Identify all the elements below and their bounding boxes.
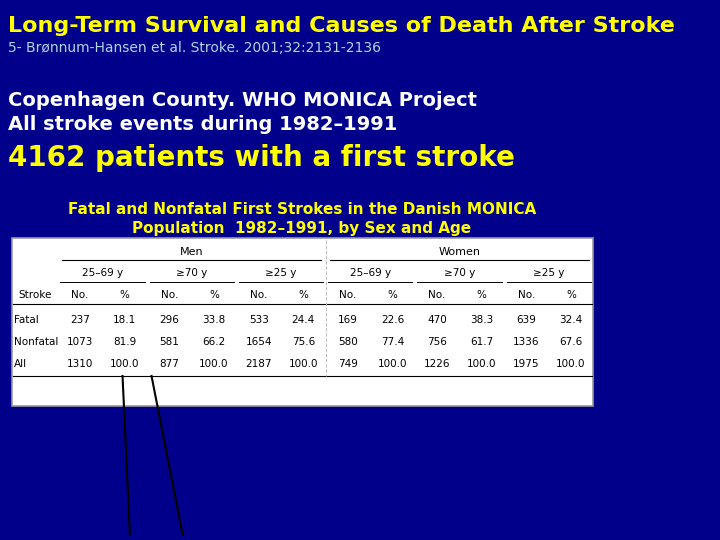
Text: 22.6: 22.6: [381, 315, 404, 325]
Text: 100.0: 100.0: [110, 359, 140, 369]
Text: 639: 639: [516, 315, 536, 325]
Text: No.: No.: [250, 290, 267, 300]
Text: Women: Women: [438, 247, 480, 257]
Text: No.: No.: [518, 290, 535, 300]
Text: 1654: 1654: [246, 337, 272, 347]
Text: 470: 470: [427, 315, 447, 325]
Text: Nonfatal: Nonfatal: [14, 337, 58, 347]
Text: Fatal: Fatal: [14, 315, 39, 325]
Text: 581: 581: [159, 337, 179, 347]
Text: All: All: [14, 359, 27, 369]
Text: All stroke events during 1982–1991: All stroke events during 1982–1991: [9, 114, 397, 133]
Text: 100.0: 100.0: [467, 359, 497, 369]
Text: 61.7: 61.7: [470, 337, 493, 347]
Text: 1975: 1975: [513, 359, 539, 369]
Text: Men: Men: [180, 247, 204, 257]
Text: %: %: [387, 290, 397, 300]
Text: 100.0: 100.0: [557, 359, 586, 369]
Text: 33.8: 33.8: [202, 315, 225, 325]
Text: 1310: 1310: [67, 359, 94, 369]
Text: No.: No.: [161, 290, 178, 300]
Text: 237: 237: [70, 315, 90, 325]
Text: Fatal and Nonfatal First Strokes in the Danish MONICA: Fatal and Nonfatal First Strokes in the …: [68, 202, 536, 218]
Text: No.: No.: [428, 290, 446, 300]
Text: No.: No.: [71, 290, 89, 300]
Text: Population  1982–1991, by Sex and Age: Population 1982–1991, by Sex and Age: [132, 220, 472, 235]
Text: ≥25 y: ≥25 y: [533, 268, 564, 278]
Text: ≥70 y: ≥70 y: [176, 268, 207, 278]
Text: 749: 749: [338, 359, 358, 369]
Text: %: %: [120, 290, 130, 300]
Text: Copenhagen County. WHO MONICA Project: Copenhagen County. WHO MONICA Project: [9, 91, 477, 110]
Text: 533: 533: [248, 315, 269, 325]
Text: 877: 877: [159, 359, 179, 369]
Text: Long-Term Survival and Causes of Death After Stroke: Long-Term Survival and Causes of Death A…: [9, 16, 675, 36]
Text: 24.4: 24.4: [292, 315, 315, 325]
Text: No.: No.: [339, 290, 356, 300]
Text: 1073: 1073: [67, 337, 94, 347]
Text: 4162 patients with a first stroke: 4162 patients with a first stroke: [9, 144, 516, 172]
Text: 580: 580: [338, 337, 358, 347]
Text: 25–69 y: 25–69 y: [350, 268, 391, 278]
Text: 756: 756: [427, 337, 447, 347]
Text: 100.0: 100.0: [289, 359, 318, 369]
Text: %: %: [298, 290, 308, 300]
Bar: [12, 238, 593, 406]
Text: 2187: 2187: [246, 359, 272, 369]
Text: Stroke: Stroke: [18, 290, 51, 300]
Text: ≥25 y: ≥25 y: [265, 268, 297, 278]
Text: 25–69 y: 25–69 y: [82, 268, 123, 278]
Text: ≥70 y: ≥70 y: [444, 268, 475, 278]
Text: 18.1: 18.1: [113, 315, 136, 325]
Text: 296: 296: [159, 315, 179, 325]
Text: %: %: [477, 290, 487, 300]
Text: 67.6: 67.6: [559, 337, 582, 347]
Text: 77.4: 77.4: [381, 337, 404, 347]
Text: 38.3: 38.3: [470, 315, 493, 325]
Text: 75.6: 75.6: [292, 337, 315, 347]
Text: 100.0: 100.0: [199, 359, 229, 369]
Text: 1226: 1226: [424, 359, 451, 369]
Text: 169: 169: [338, 315, 358, 325]
Text: 5- Brønnum-Hansen et al. Stroke. 2001;32:2131-2136: 5- Brønnum-Hansen et al. Stroke. 2001;32…: [9, 41, 382, 55]
Text: 1336: 1336: [513, 337, 539, 347]
Text: 66.2: 66.2: [202, 337, 225, 347]
Text: 100.0: 100.0: [378, 359, 408, 369]
Text: 81.9: 81.9: [113, 337, 136, 347]
Text: %: %: [209, 290, 219, 300]
Text: 32.4: 32.4: [559, 315, 582, 325]
Text: %: %: [566, 290, 576, 300]
